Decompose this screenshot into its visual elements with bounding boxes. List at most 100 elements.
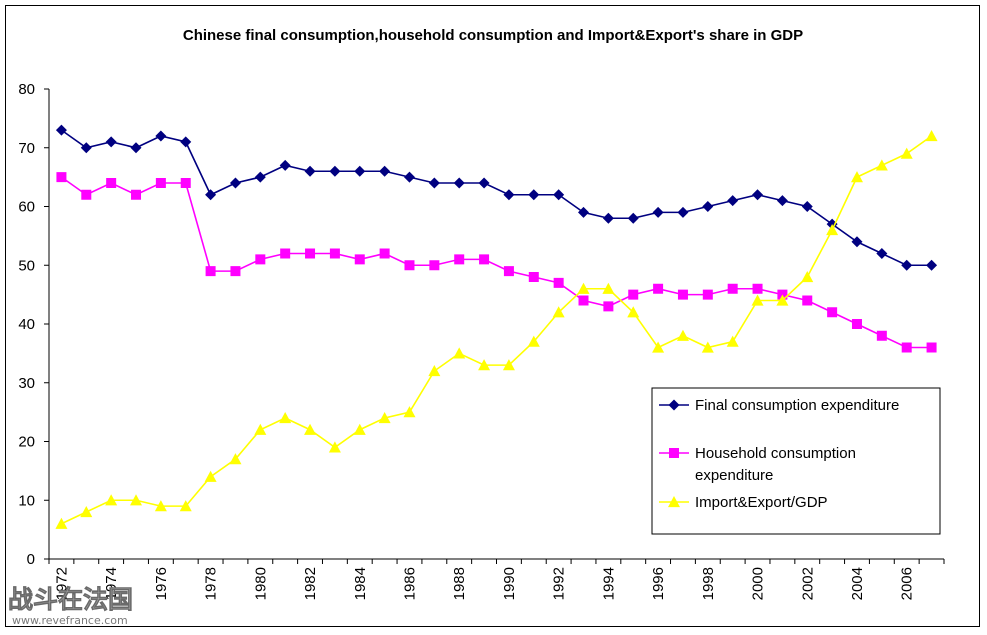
- data-point: [428, 177, 440, 189]
- data-point: [752, 283, 763, 294]
- data-point: [676, 329, 689, 341]
- data-point: [353, 423, 366, 435]
- watermark: 战斗在法国 www.revefrance.com: [8, 585, 134, 627]
- data-point: [901, 342, 912, 353]
- data-point: [404, 260, 415, 271]
- data-point: [528, 272, 539, 282]
- legend-label: Household consumption: [695, 445, 856, 462]
- chart-title: Chinese final consumption,household cons…: [183, 27, 803, 44]
- legend-item-1: Final consumption expenditure: [659, 397, 899, 414]
- data-point: [329, 165, 341, 177]
- x-tick-label: 1988: [451, 567, 468, 600]
- data-point: [677, 289, 688, 300]
- data-point: [229, 453, 242, 465]
- data-point: [776, 294, 789, 306]
- legend-box: [651, 387, 941, 535]
- legend-item-2: Household consumption expenditure: [659, 445, 856, 484]
- y-tick-label: 60: [18, 199, 35, 216]
- data-point: [627, 306, 640, 318]
- data-point: [130, 142, 142, 154]
- data-point: [179, 500, 192, 512]
- data-point: [553, 189, 565, 201]
- data-point: [628, 289, 639, 300]
- x-tick-label: 2000: [750, 567, 767, 600]
- data-point: [80, 142, 92, 154]
- data-point: [503, 266, 514, 277]
- data-point: [552, 306, 565, 318]
- data-point: [527, 335, 540, 347]
- y-tick-label: 40: [18, 316, 35, 333]
- data-point: [155, 130, 167, 142]
- data-point: [230, 266, 241, 277]
- data-point: [727, 283, 738, 294]
- data-point: [502, 359, 515, 371]
- data-point: [378, 412, 391, 424]
- x-tick-label: 1990: [501, 567, 518, 600]
- data-point: [429, 260, 440, 271]
- data-point: [254, 423, 267, 435]
- data-point: [453, 177, 465, 189]
- data-point: [603, 301, 614, 312]
- data-point: [503, 189, 515, 201]
- data-point: [479, 254, 490, 265]
- data-point: [876, 248, 888, 259]
- data-point: [131, 189, 142, 200]
- x-tick-label: 2006: [899, 567, 916, 600]
- series-1: [55, 124, 938, 271]
- y-tick-label: 30: [18, 375, 35, 392]
- data-point: [627, 212, 639, 224]
- data-point: [801, 201, 813, 212]
- data-point: [802, 295, 813, 306]
- data-point: [926, 259, 938, 271]
- legend-swatch-marker: [668, 496, 680, 508]
- data-point: [827, 307, 838, 318]
- data-point: [255, 254, 266, 265]
- data-point: [55, 124, 67, 136]
- x-tick-label: 1978: [203, 567, 220, 600]
- data-point: [81, 189, 92, 200]
- data-point: [305, 248, 316, 259]
- legend-swatch-marker: [668, 399, 680, 411]
- series-2: [56, 172, 937, 353]
- data-point: [454, 254, 465, 265]
- data-point: [180, 178, 191, 188]
- data-point: [726, 335, 739, 347]
- data-point: [850, 171, 863, 183]
- data-point: [56, 172, 67, 183]
- data-point: [279, 159, 291, 171]
- series-3: [55, 130, 938, 529]
- data-point: [205, 266, 216, 277]
- data-point: [304, 423, 317, 435]
- series-layer: [55, 124, 938, 529]
- data-point: [577, 282, 590, 294]
- data-point: [106, 178, 117, 188]
- x-tick-label: 1972: [53, 567, 70, 600]
- data-point: [354, 254, 365, 265]
- data-point: [55, 517, 68, 529]
- x-tick-label: 1994: [600, 567, 617, 600]
- data-point: [701, 341, 714, 353]
- data-point: [478, 359, 491, 371]
- legend-label: Import&Export/GDP: [695, 494, 828, 511]
- data-point: [328, 441, 341, 453]
- x-tick-label: 1984: [352, 567, 369, 600]
- x-tick-label: 1980: [252, 567, 269, 600]
- data-point: [826, 224, 839, 236]
- x-tick-label: 1998: [700, 567, 717, 600]
- data-point: [80, 506, 93, 518]
- legend: Final consumption expenditure Household c…: [651, 387, 941, 535]
- x-tick-label: 1986: [401, 567, 418, 600]
- data-point: [229, 177, 241, 189]
- data-point: [652, 206, 664, 218]
- data-point: [677, 206, 689, 218]
- x-tick-label: 1996: [650, 567, 667, 600]
- y-tick-label: 70: [18, 140, 35, 157]
- data-point: [379, 248, 390, 259]
- y-tick-label: 20: [18, 434, 35, 451]
- data-point: [926, 342, 937, 353]
- data-point: [154, 500, 167, 512]
- legend-item-3: Import&Export/GDP: [659, 494, 828, 511]
- data-point: [925, 130, 938, 142]
- legend-swatch-marker: [669, 448, 679, 458]
- x-axis-ticks: 1972 1974 1976 1978 1980 1982 1984 1986 1988 1990…: [48, 559, 945, 600]
